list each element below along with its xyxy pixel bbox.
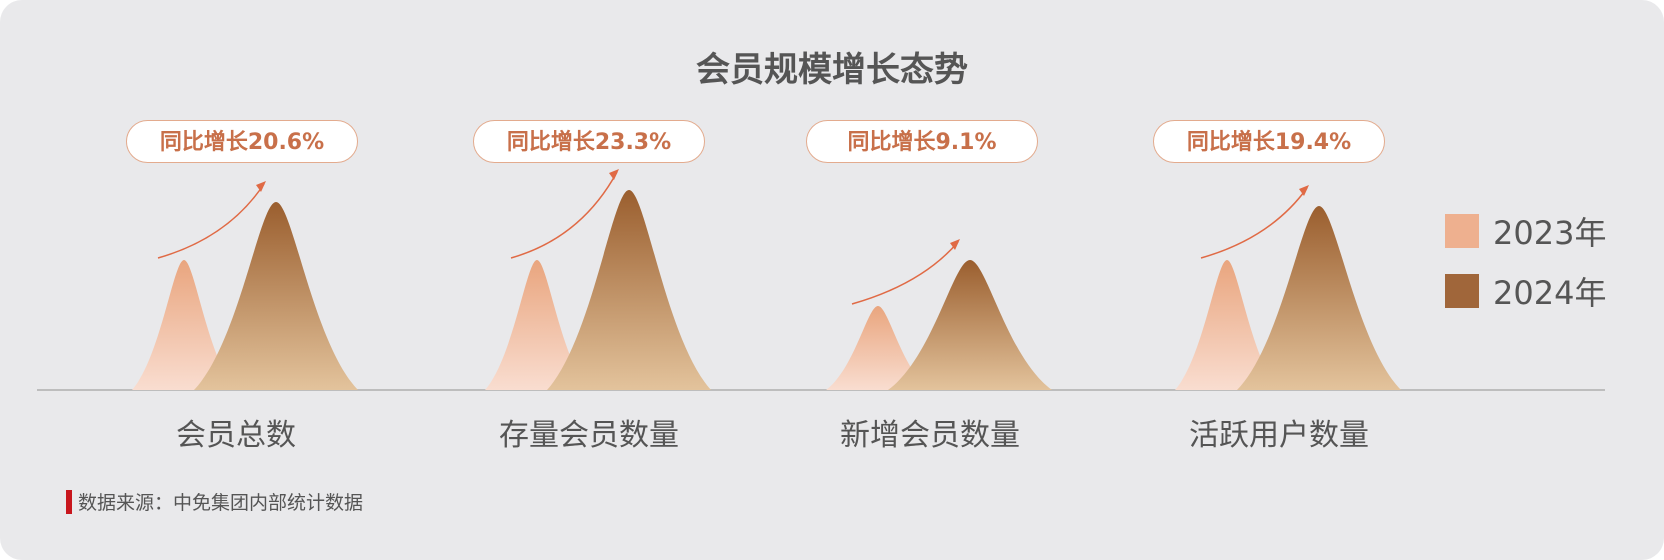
- legend-label: 2023年: [1493, 214, 1607, 252]
- arrow-head-icon: [950, 239, 960, 250]
- legend-swatch: [1445, 214, 1479, 248]
- mountain-2024: [547, 190, 711, 390]
- arrow-head-icon: [609, 169, 619, 180]
- mountain-2024: [194, 202, 358, 390]
- growth-badge: 同比增长23.3%: [473, 120, 705, 163]
- legend-item-2024: 2024年: [1445, 268, 1606, 314]
- mountain-2023: [485, 260, 589, 390]
- growth-badge: 同比增长9.1%: [806, 120, 1038, 163]
- mountain-2023: [1175, 260, 1279, 390]
- legend-label: 2024年: [1493, 274, 1607, 312]
- source-text: 数据来源：中免集团内部统计数据: [78, 492, 364, 514]
- growth-badge: 同比增长19.4%: [1153, 120, 1385, 163]
- growth-arrow: [851, 241, 959, 305]
- source-marker: [66, 489, 72, 514]
- mountain-2024: [1237, 206, 1401, 390]
- category-label: 活跃用户数量: [1189, 418, 1369, 453]
- growth-arrow: [1200, 187, 1308, 259]
- arrow-head-icon: [256, 181, 266, 192]
- arrow-head-icon: [1299, 185, 1309, 196]
- mountain-2023: [132, 260, 236, 390]
- growth-badge: 同比增长20.6%: [126, 120, 358, 163]
- chart-title: 会员规模增长态势: [696, 50, 968, 90]
- legend-item-2023: 2023年: [1445, 208, 1606, 254]
- category-label: 新增会员数量: [840, 418, 1020, 453]
- data-source: 数据来源：中免集团内部统计数据: [66, 488, 363, 515]
- growth-arrow: [510, 171, 618, 259]
- growth-arrow: [157, 183, 265, 259]
- category-label: 存量会员数量: [499, 418, 679, 453]
- mountain-2024: [888, 260, 1052, 390]
- mountain-2023: [826, 306, 930, 390]
- category-label: 会员总数: [176, 418, 296, 453]
- legend-swatch: [1445, 274, 1479, 308]
